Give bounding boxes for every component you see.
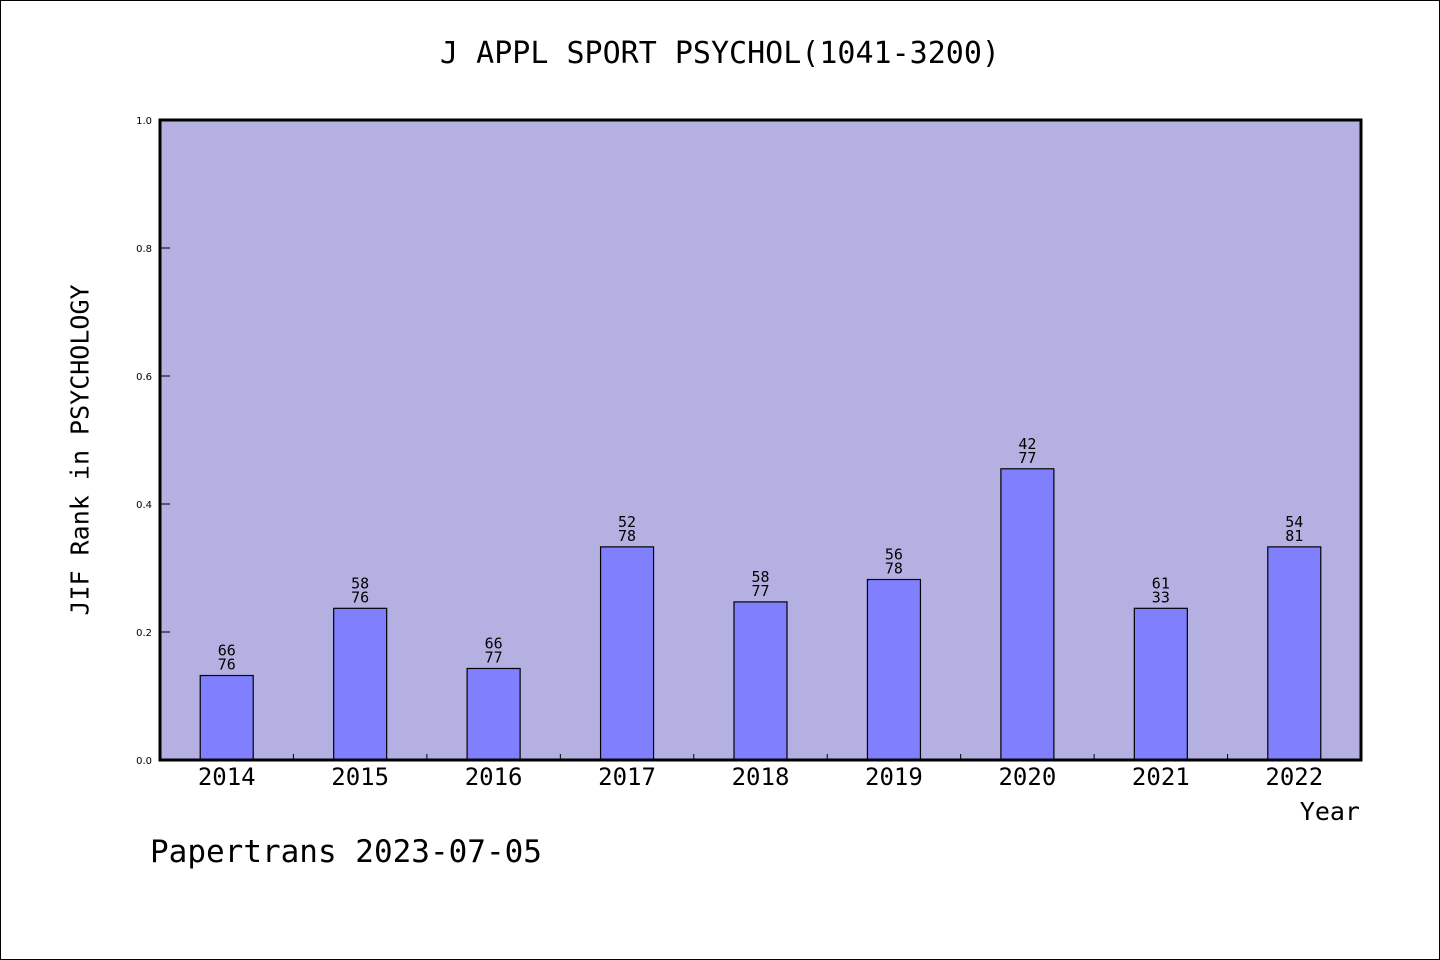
x-tick-label: 2018 bbox=[732, 763, 790, 791]
bar-label-total: 78 bbox=[618, 527, 636, 545]
x-axis-label: Year bbox=[1299, 797, 1360, 826]
bar-2019 bbox=[866, 578, 922, 761]
y-tick-label: 0.4 bbox=[136, 500, 152, 511]
bar-label-rank: 61 bbox=[1152, 574, 1170, 592]
bar-label-rank: 56 bbox=[885, 546, 903, 564]
bar-2016 bbox=[466, 667, 521, 761]
bar-2020 bbox=[1000, 468, 1055, 761]
bar-label-rank: 54 bbox=[1285, 513, 1303, 531]
bar-label-total: 78 bbox=[885, 560, 903, 578]
bar-label-rank: 66 bbox=[485, 634, 503, 652]
bar-label-rank: 58 bbox=[351, 574, 369, 592]
x-tick-label: 2022 bbox=[1265, 763, 1323, 791]
bar-label-rank: 42 bbox=[1018, 435, 1036, 453]
x-tick-label: 2020 bbox=[998, 763, 1056, 791]
bar-label-total: 76 bbox=[218, 656, 236, 674]
category-labels-group: 2014 2015 2016 2017 2018 2019 2020 2021 2022 bbox=[198, 763, 1323, 791]
chart-title: J APPL SPORT PSYCHOL(1041-3200) bbox=[440, 36, 1000, 71]
y-tick-label: 1.0 bbox=[136, 116, 152, 127]
bar-label-rank: 58 bbox=[751, 568, 769, 586]
bar-label-total: 33 bbox=[1152, 588, 1170, 606]
footer-credit: Papertrans 2023-07-05 bbox=[150, 834, 542, 870]
y-tick-label: 0.6 bbox=[136, 372, 152, 383]
bar-label-total: 77 bbox=[485, 648, 503, 666]
bar-label-rank: 52 bbox=[618, 513, 636, 531]
bar-label-rank: 66 bbox=[218, 642, 236, 660]
y-tick-label: 0.2 bbox=[136, 628, 152, 639]
bar-2018 bbox=[733, 601, 788, 761]
x-tick-label: 2014 bbox=[198, 763, 256, 791]
bar-label-total: 77 bbox=[1018, 449, 1036, 467]
bar-label-total: 81 bbox=[1285, 527, 1303, 545]
y-tick-label: 0.0 bbox=[136, 756, 152, 767]
bar-2021 bbox=[1133, 607, 1188, 761]
plot-border bbox=[158, 118, 1363, 762]
x-tick-label: 2017 bbox=[598, 763, 656, 791]
bar-label-total: 77 bbox=[751, 582, 769, 600]
bar-label-total: 76 bbox=[351, 588, 369, 606]
bar-2015 bbox=[333, 607, 388, 761]
x-tick-label: 2021 bbox=[1132, 763, 1190, 791]
x-tick-label: 2019 bbox=[865, 763, 923, 791]
y-tick-label: 0.8 bbox=[136, 244, 152, 255]
bars-group bbox=[199, 468, 1322, 761]
bar-2014 bbox=[199, 674, 254, 761]
bar-2022 bbox=[1267, 546, 1322, 761]
x-tick-label: 2015 bbox=[331, 763, 389, 791]
bar-2017 bbox=[599, 546, 655, 761]
x-tick-label: 2016 bbox=[465, 763, 523, 791]
